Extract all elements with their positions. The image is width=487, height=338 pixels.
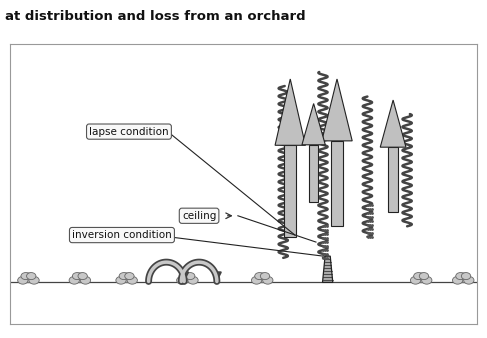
Circle shape	[127, 276, 137, 284]
Circle shape	[181, 273, 194, 283]
Bar	[309, 145, 318, 202]
Text: inversion condition: inversion condition	[72, 230, 172, 240]
Polygon shape	[302, 103, 325, 145]
Circle shape	[180, 272, 189, 280]
Circle shape	[74, 273, 86, 283]
Circle shape	[186, 272, 195, 280]
Circle shape	[18, 276, 28, 284]
Circle shape	[69, 276, 79, 284]
Circle shape	[461, 272, 471, 280]
Circle shape	[29, 276, 39, 284]
Bar	[388, 147, 398, 212]
Circle shape	[419, 272, 429, 280]
Bar	[331, 141, 343, 226]
Text: ceiling: ceiling	[182, 211, 216, 221]
Circle shape	[411, 276, 421, 284]
Bar	[284, 145, 296, 237]
Circle shape	[251, 276, 262, 284]
Circle shape	[457, 273, 470, 283]
Circle shape	[27, 272, 36, 280]
Circle shape	[261, 272, 270, 280]
Circle shape	[262, 276, 273, 284]
Polygon shape	[275, 79, 305, 145]
Circle shape	[73, 272, 82, 280]
Circle shape	[452, 276, 463, 284]
Circle shape	[125, 272, 134, 280]
Text: lapse condition: lapse condition	[89, 127, 169, 137]
Circle shape	[80, 276, 91, 284]
Polygon shape	[322, 256, 333, 283]
Circle shape	[464, 276, 474, 284]
Circle shape	[413, 272, 423, 280]
Circle shape	[456, 272, 465, 280]
Circle shape	[422, 276, 432, 284]
Polygon shape	[322, 79, 352, 141]
Circle shape	[177, 276, 187, 284]
Circle shape	[119, 272, 129, 280]
Circle shape	[22, 273, 35, 283]
Circle shape	[120, 273, 133, 283]
Circle shape	[255, 272, 264, 280]
Circle shape	[256, 273, 269, 283]
Circle shape	[414, 273, 428, 283]
Polygon shape	[380, 100, 406, 147]
Circle shape	[116, 276, 126, 284]
Circle shape	[21, 272, 30, 280]
Circle shape	[188, 276, 198, 284]
Text: at distribution and loss from an orchard: at distribution and loss from an orchard	[5, 10, 305, 23]
Circle shape	[78, 272, 87, 280]
